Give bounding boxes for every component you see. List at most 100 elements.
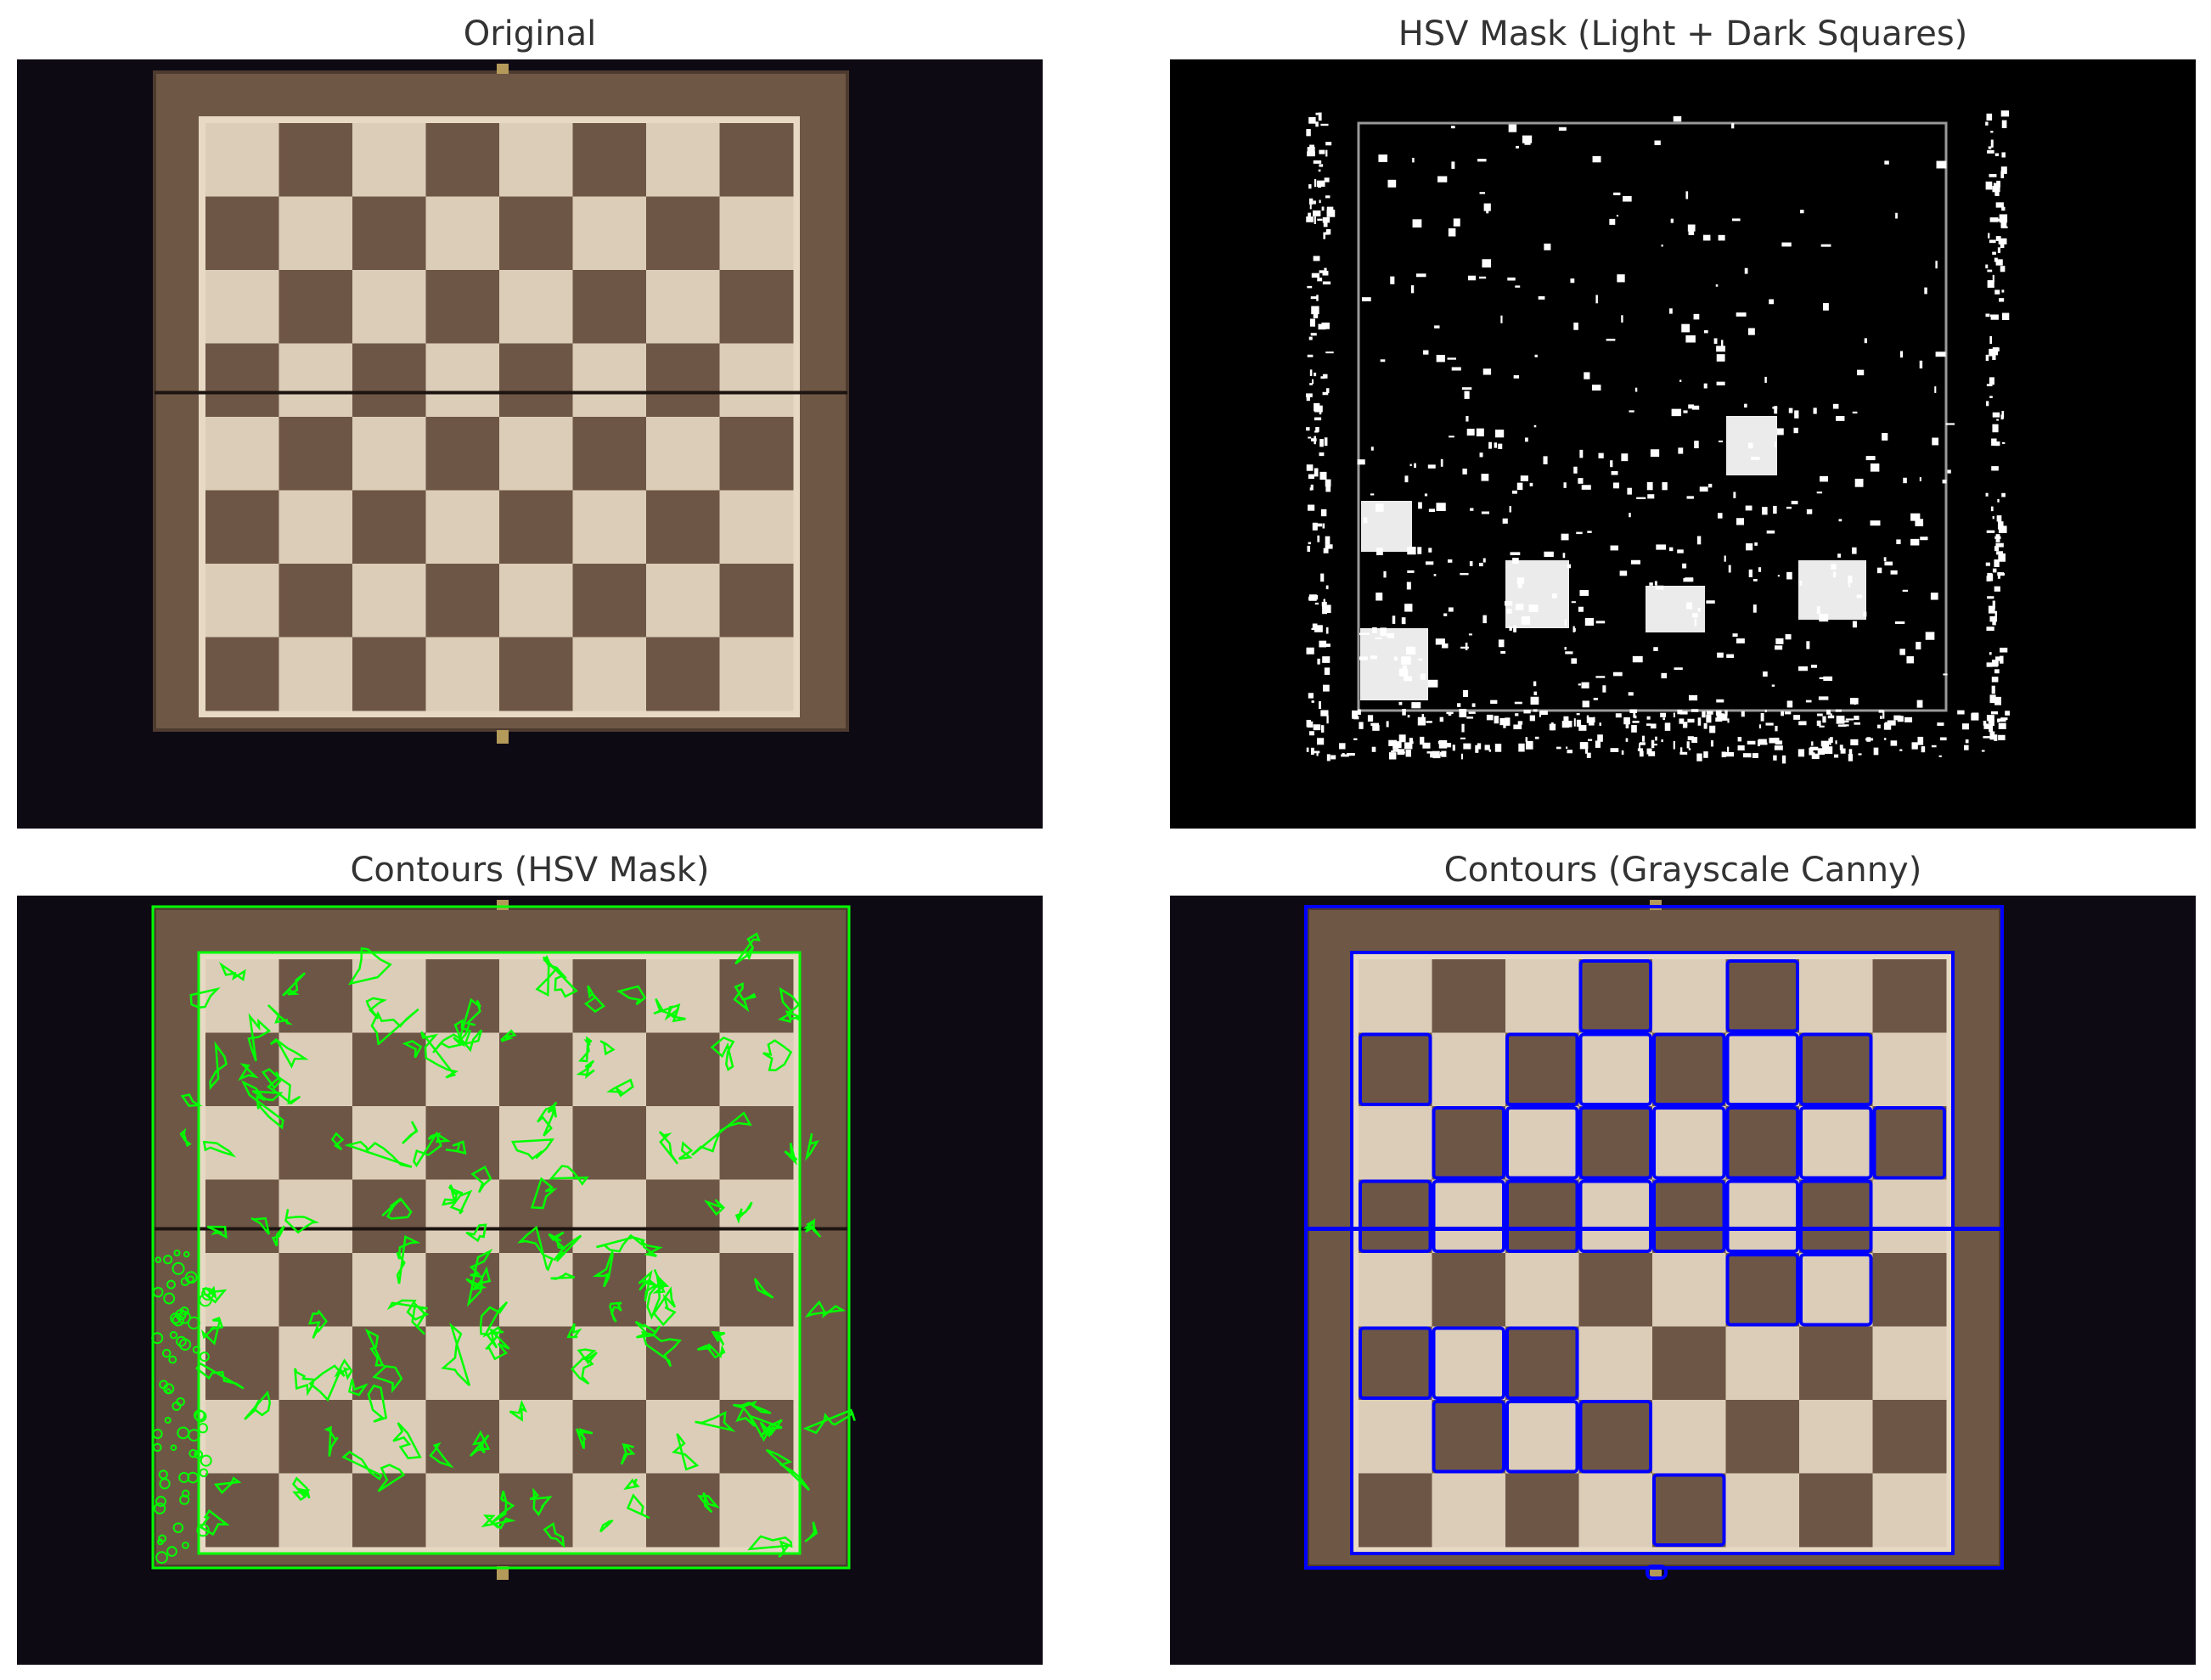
mask-speckle <box>1965 739 1969 744</box>
mask-speckle <box>1806 508 1813 514</box>
mask-speckle <box>1997 247 2001 253</box>
hsv-contour <box>241 1080 284 1130</box>
mask-speckle <box>1668 547 1674 552</box>
mask-speckle <box>1835 740 1837 744</box>
mask-speckle <box>1623 195 1632 202</box>
mask-speckle <box>1367 715 1374 722</box>
mask-speckle <box>1314 602 1319 605</box>
mask-speckle <box>1318 169 1321 172</box>
mask-speckle <box>1727 718 1730 723</box>
board-square <box>205 417 279 491</box>
mask-speckle <box>1991 663 1998 667</box>
mask-speckle <box>1505 717 1511 726</box>
hsv-contour <box>575 1428 594 1449</box>
mask-speckle <box>1576 719 1582 728</box>
hsv-contour <box>691 1111 752 1156</box>
mask-speckle <box>2000 243 2005 249</box>
mask-speckle <box>1311 438 1317 441</box>
hsv-contour <box>802 1408 856 1435</box>
hsv-contour <box>734 1201 753 1224</box>
mask-speckle <box>1774 745 1783 750</box>
board-square <box>499 1326 573 1401</box>
mask-speckle <box>1775 638 1784 644</box>
mask-speckle <box>1703 383 1707 389</box>
board-square <box>719 1473 794 1548</box>
mask-speckle <box>1677 710 1683 715</box>
mask-speckle <box>1415 273 1426 278</box>
mask-speckle <box>1669 308 1673 314</box>
mask-speckle <box>1718 440 1724 443</box>
mask-speckle <box>1517 721 1523 725</box>
mask-speckle <box>1320 123 1329 126</box>
hsv-contour <box>453 1018 472 1048</box>
mask-speckle <box>1829 737 1833 744</box>
mask-speckle <box>1893 715 1901 721</box>
board-square <box>572 417 647 491</box>
hsv-contour <box>176 1335 187 1347</box>
board-square <box>646 637 720 711</box>
mask-speckle <box>1884 160 1889 165</box>
mask-speckle <box>1883 722 1892 730</box>
mask-speckle <box>1324 643 1331 647</box>
board-square <box>278 417 353 491</box>
mask-speckle <box>1465 643 1468 651</box>
mask-speckle <box>1315 426 1319 432</box>
mask-speckle <box>1468 633 1472 636</box>
mask-speckle <box>1985 562 1990 566</box>
hsv-contour <box>172 1401 182 1412</box>
mask-speckle <box>1715 710 1722 716</box>
mask-speckle <box>1470 508 1474 511</box>
mask-speckle <box>1629 410 1634 413</box>
mask-speckle <box>1511 490 1517 494</box>
hsv-contour <box>626 1493 650 1520</box>
board-square <box>646 1473 720 1548</box>
mask-speckle <box>1309 144 1314 152</box>
mask-speckle <box>1994 546 2000 552</box>
hsv-contour <box>578 1036 593 1063</box>
mask-speckle <box>1710 740 1713 747</box>
board-clasp-top <box>497 900 509 910</box>
board-square <box>646 490 720 565</box>
hsv-contour <box>194 1410 207 1423</box>
board-square <box>205 959 279 1033</box>
hsv-contour <box>179 1494 190 1505</box>
mask-speckle <box>1317 658 1320 665</box>
board-square <box>1432 1326 1506 1401</box>
mask-speckle <box>1561 533 1569 541</box>
mask-speckle <box>1902 589 1909 593</box>
mask-speckle <box>1903 477 1907 484</box>
board-square <box>572 1179 647 1254</box>
mask-speckle <box>1986 384 1993 387</box>
hsv-contour <box>735 1405 783 1442</box>
mask-speckle <box>1466 415 1469 422</box>
mask-speckle <box>1992 251 1996 256</box>
mask-speckle <box>1353 738 1358 740</box>
hsv-contour <box>778 986 801 1023</box>
mask-speckle <box>1827 715 1835 719</box>
board-square <box>572 564 647 638</box>
hsv-mask-render <box>1170 59 2196 829</box>
mask-speckle <box>1781 755 1786 764</box>
mask-speckle <box>1642 735 1646 742</box>
board-square <box>646 270 720 344</box>
mask-speckle <box>1404 604 1413 612</box>
mask-speckle <box>1997 718 2000 722</box>
mask-speckle <box>1598 452 1604 458</box>
mask-speckle <box>1876 567 1882 574</box>
mask-speckle <box>1775 725 1778 732</box>
mask-speckle <box>1636 497 1646 499</box>
board-square <box>646 417 720 491</box>
mask-speckle <box>1449 435 1454 438</box>
mask-speckle <box>1994 188 2000 196</box>
mask-speckle <box>1752 604 1757 613</box>
mask-speckle <box>1632 655 1643 663</box>
mask-speckle <box>1409 742 1411 745</box>
board-square <box>1799 1253 1873 1327</box>
mask-speckle <box>1397 749 1405 756</box>
mask-speckle <box>2001 441 2006 444</box>
hsv-contour <box>269 1037 309 1069</box>
board-square <box>278 959 353 1033</box>
canny-contour-square <box>1505 1326 1579 1400</box>
hsv-contour <box>200 1316 224 1346</box>
mask-speckle <box>1766 530 1775 534</box>
